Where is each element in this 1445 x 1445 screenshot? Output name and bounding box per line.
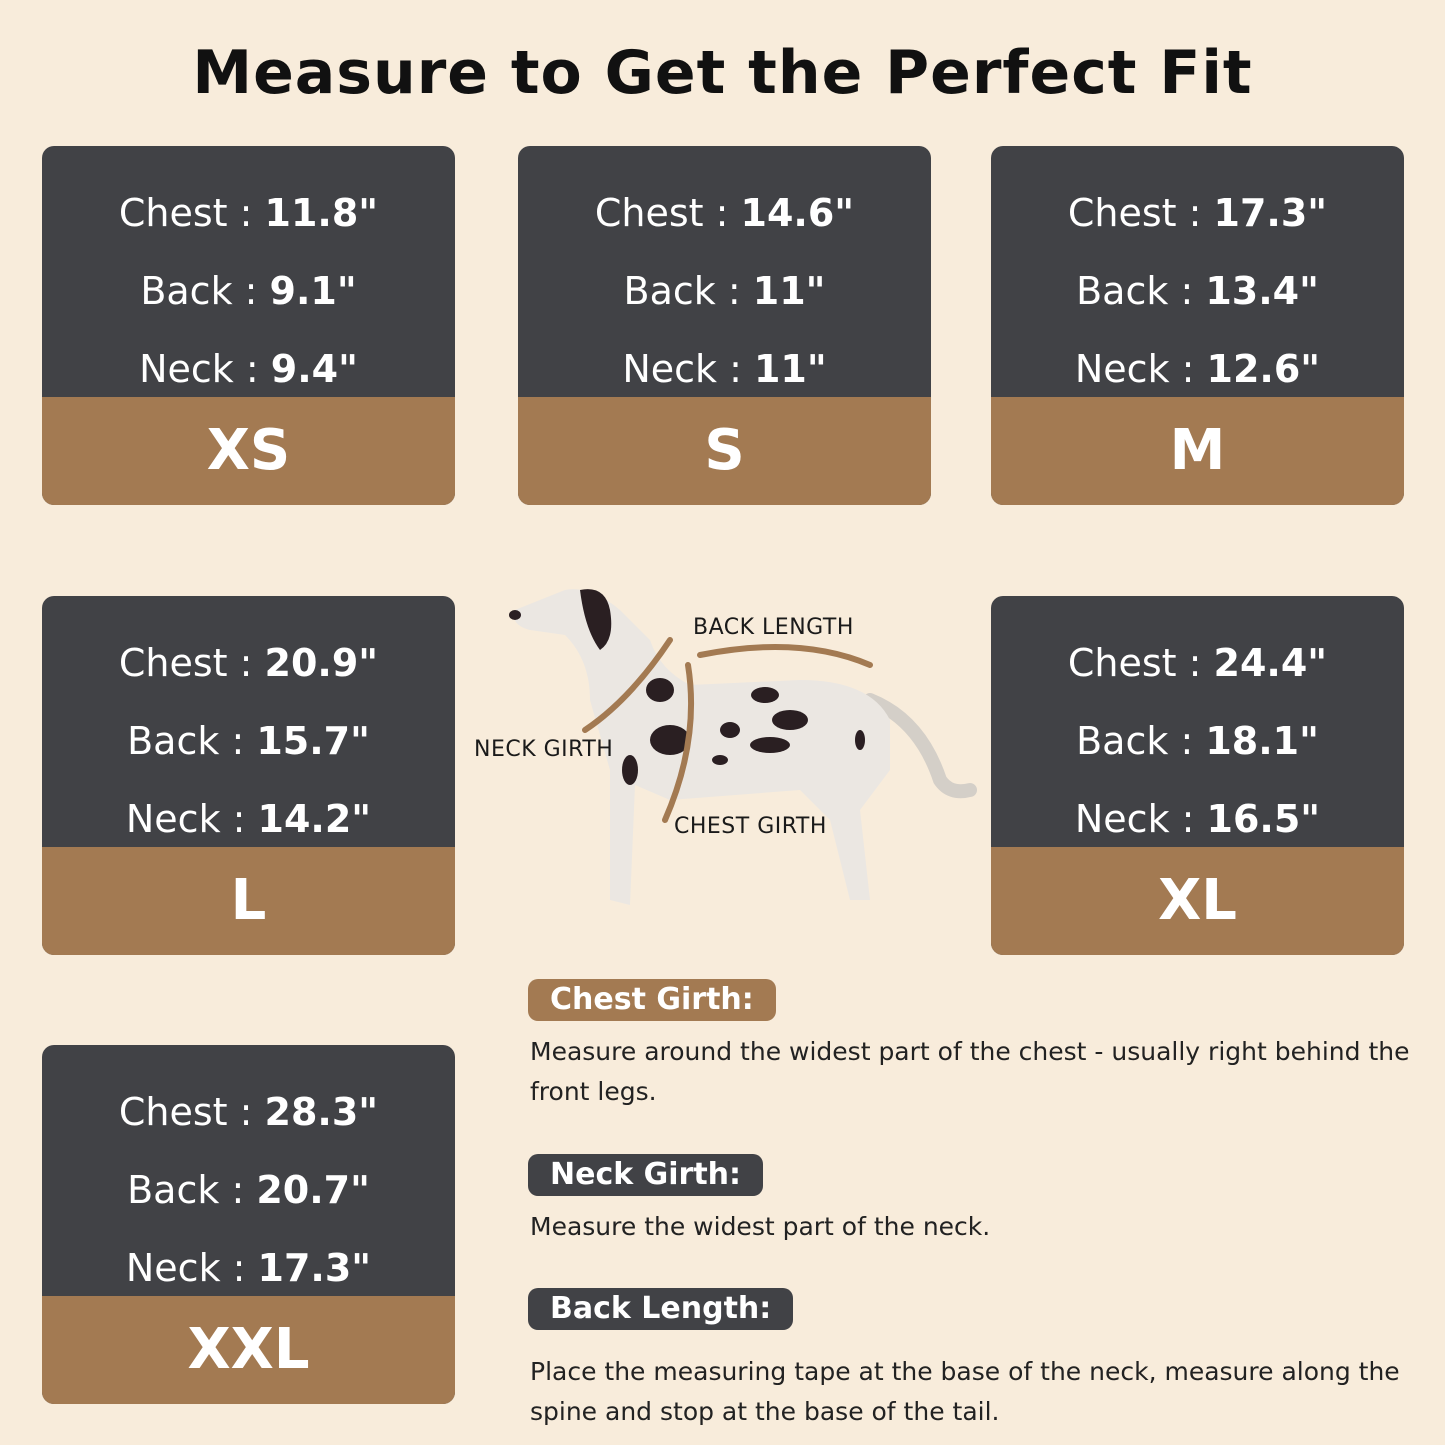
neck-label: Neck : [1074,347,1207,391]
neck-measurement: Neck : 14.2" [42,780,455,858]
neck-value: 9.4" [270,347,358,391]
back-value: 11" [752,269,826,313]
back-value: 13.4" [1205,269,1319,313]
measurements: Chest : 17.3" Back : 13.4" Neck : 12.6" [991,146,1404,397]
dog-diagram: BACK LENGTH NECK GIRTH CHEST GIRTH [470,570,990,930]
chest-measurement: Chest : 28.3" [42,1073,455,1151]
neck-label: Neck : [622,347,754,391]
neck-measurement: Neck : 11" [518,330,931,408]
back-measurement: Back : 18.1" [991,702,1404,780]
back-label: Back : [1076,269,1206,313]
back-length-heading: Back Length: [528,1288,794,1330]
chest-girth-label: CHEST GIRTH [674,814,827,839]
size-label: S [518,397,931,505]
size-card-xxl: Chest : 28.3" Back : 20.7" Neck : 17.3" XX… [42,1045,455,1404]
chest-girth-heading: Chest Girth: [528,979,776,1021]
chest-measurement: Chest : 20.9" [42,624,455,702]
neck-measurement: Neck : 17.3" [42,1229,455,1307]
size-card-m: Chest : 17.3" Back : 13.4" Neck : 12.6" M [991,146,1404,505]
chest-value: 14.6" [740,191,855,235]
size-card-xs: Chest : 11.8" Back : 9.1" Neck : 9.4" XS [42,146,455,505]
chest-girth-description: Measure around the widest part of the ch… [530,1037,1410,1106]
chest-label: Chest : [1067,191,1214,235]
neck-value: 17.3" [257,1246,372,1290]
neck-label: Neck : [139,347,271,391]
back-measurement: Back : 11" [518,252,931,330]
neck-girth-heading: Neck Girth: [528,1154,764,1196]
neck-label: Neck : [125,797,258,841]
measurements: Chest : 24.4" Back : 18.1" Neck : 16.5" [991,596,1404,847]
size-label: XL [991,847,1404,955]
page-title: Measure to Get the Perfect Fit [192,38,1253,108]
chest-value: 20.9" [264,641,379,685]
dalmatian-illustration [509,589,977,905]
back-value: 9.1" [269,269,357,313]
chest-value: 24.4" [1213,641,1328,685]
measurements: Chest : 11.8" Back : 9.1" Neck : 9.4" [42,146,455,397]
back-value: 20.7" [256,1168,370,1212]
back-label: Back : [1076,719,1206,763]
size-label: XS [42,397,455,505]
chest-label: Chest : [594,191,741,235]
chest-measurement: Chest : 11.8" [42,174,455,252]
size-label: L [42,847,455,955]
chest-label: Chest : [118,641,265,685]
size-label: XXL [42,1296,455,1404]
chest-value: 11.8" [264,191,379,235]
neck-label: Neck : [125,1246,258,1290]
back-measurement: Back : 15.7" [42,702,455,780]
neck-value: 14.2" [257,797,372,841]
neck-measurement: Neck : 9.4" [42,330,455,408]
measurements: Chest : 14.6" Back : 11" Neck : 11" [518,146,931,397]
neck-measurement: Neck : 12.6" [991,330,1404,408]
neck-value: 12.6" [1206,347,1321,391]
chest-label: Chest : [118,1090,265,1134]
back-length-description: Place the measuring tape at the base of … [530,1357,1400,1426]
back-measurement: Back : 20.7" [42,1151,455,1229]
neck-label: Neck : [1074,797,1207,841]
back-label: Back : [127,1168,257,1212]
size-card-xl: Chest : 24.4" Back : 18.1" Neck : 16.5" XL [991,596,1404,955]
chest-measurement: Chest : 14.6" [518,174,931,252]
back-measurement: Back : 9.1" [42,252,455,330]
chest-value: 17.3" [1213,191,1328,235]
back-value: 18.1" [1205,719,1319,763]
measurements: Chest : 20.9" Back : 15.7" Neck : 14.2" [42,596,455,847]
back-measurement: Back : 13.4" [991,252,1404,330]
neck-measurement: Neck : 16.5" [991,780,1404,858]
back-label: Back : [140,269,270,313]
size-label: M [991,397,1404,505]
size-card-s: Chest : 14.6" Back : 11" Neck : 11" S [518,146,931,505]
chest-value: 28.3" [264,1090,379,1134]
chest-label: Chest : [118,191,265,235]
neck-value: 11" [753,347,827,391]
chest-measurement: Chest : 24.4" [991,624,1404,702]
back-label: Back : [127,719,257,763]
measurements: Chest : 28.3" Back : 20.7" Neck : 17.3" [42,1045,455,1296]
chest-measurement: Chest : 17.3" [991,174,1404,252]
back-value: 15.7" [256,719,370,763]
back-label: Back : [623,269,753,313]
neck-girth-label: NECK GIRTH [474,737,614,762]
chest-label: Chest : [1067,641,1214,685]
neck-girth-description: Measure the widest part of the neck. [530,1212,991,1241]
neck-value: 16.5" [1206,797,1321,841]
back-length-label: BACK LENGTH [693,615,854,640]
size-card-l: Chest : 20.9" Back : 15.7" Neck : 14.2" L [42,596,455,955]
